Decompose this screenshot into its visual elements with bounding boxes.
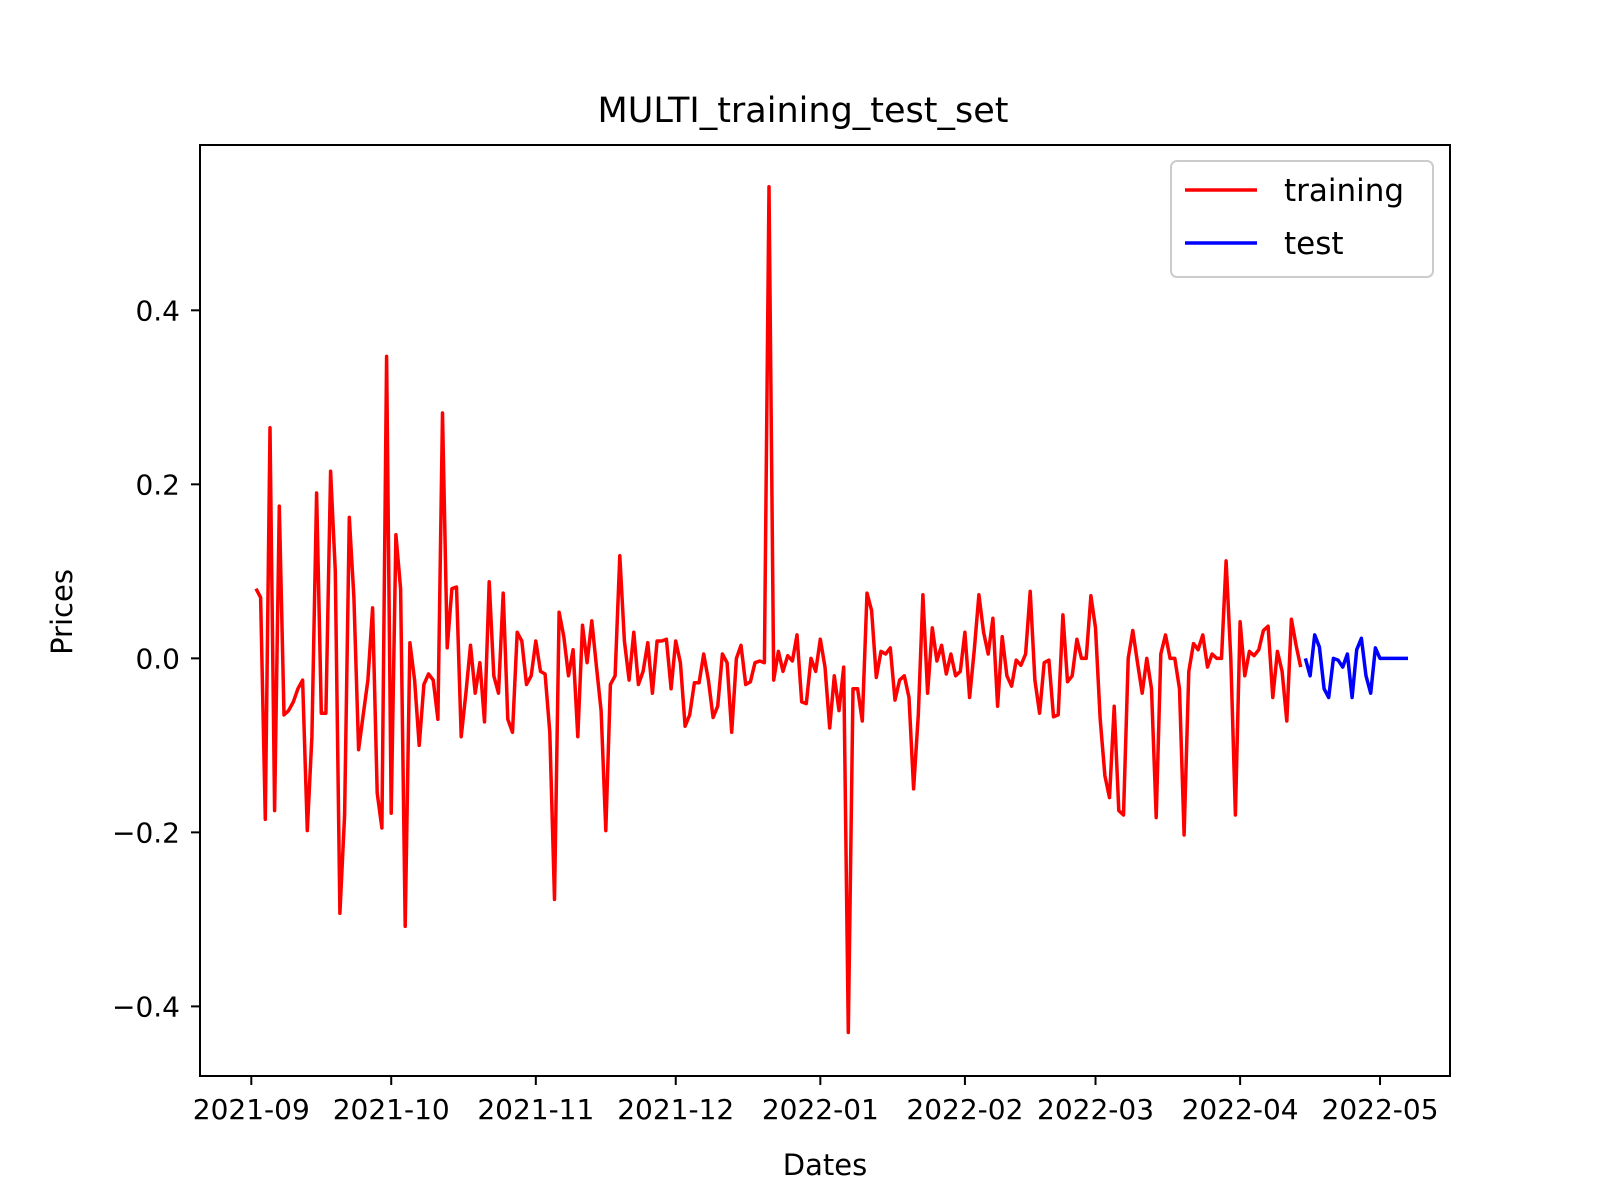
axes-frame: [199, 144, 1451, 1077]
series-layer: [254, 185, 1408, 1035]
series-line-training: [254, 185, 1303, 1035]
x-tick-label: 2022-02: [906, 1093, 1023, 1126]
legend-label-training: training: [1284, 173, 1404, 209]
y-axis-label: Prices: [45, 569, 79, 655]
x-tick-label: 2021-10: [333, 1093, 450, 1126]
x-axis: 2021-09 2021-10 2021-11 2021-12 2022-01 2022-…: [193, 1076, 1439, 1126]
x-tick-label: 2022-01: [762, 1093, 879, 1126]
x-tick-label: 2021-11: [477, 1093, 594, 1126]
series-line-test: [1303, 633, 1408, 700]
y-tick-label: 0.4: [135, 294, 180, 327]
plot-area: [199, 144, 1451, 1077]
chart-title: MULTI_training_test_set: [598, 91, 1009, 131]
y-tick-label: −0.4: [112, 990, 180, 1023]
x-tick-label: 2022-04: [1182, 1093, 1299, 1126]
x-tick-label: 2022-05: [1322, 1093, 1439, 1126]
y-tick-label: 0.2: [135, 468, 180, 501]
x-tick-label: 2021-09: [193, 1093, 310, 1126]
legend: training test: [1170, 160, 1434, 278]
y-tick-label: 0.0: [135, 642, 180, 675]
y-tick-label: −0.2: [112, 816, 180, 849]
x-axis-label: Dates: [783, 1148, 867, 1182]
x-tick-label: 2021-12: [617, 1093, 734, 1126]
y-axis: −0.4 −0.2 0.0 0.2 0.4: [112, 294, 200, 1023]
legend-label-test: test: [1284, 226, 1344, 262]
x-tick-label: 2022-03: [1037, 1093, 1154, 1126]
